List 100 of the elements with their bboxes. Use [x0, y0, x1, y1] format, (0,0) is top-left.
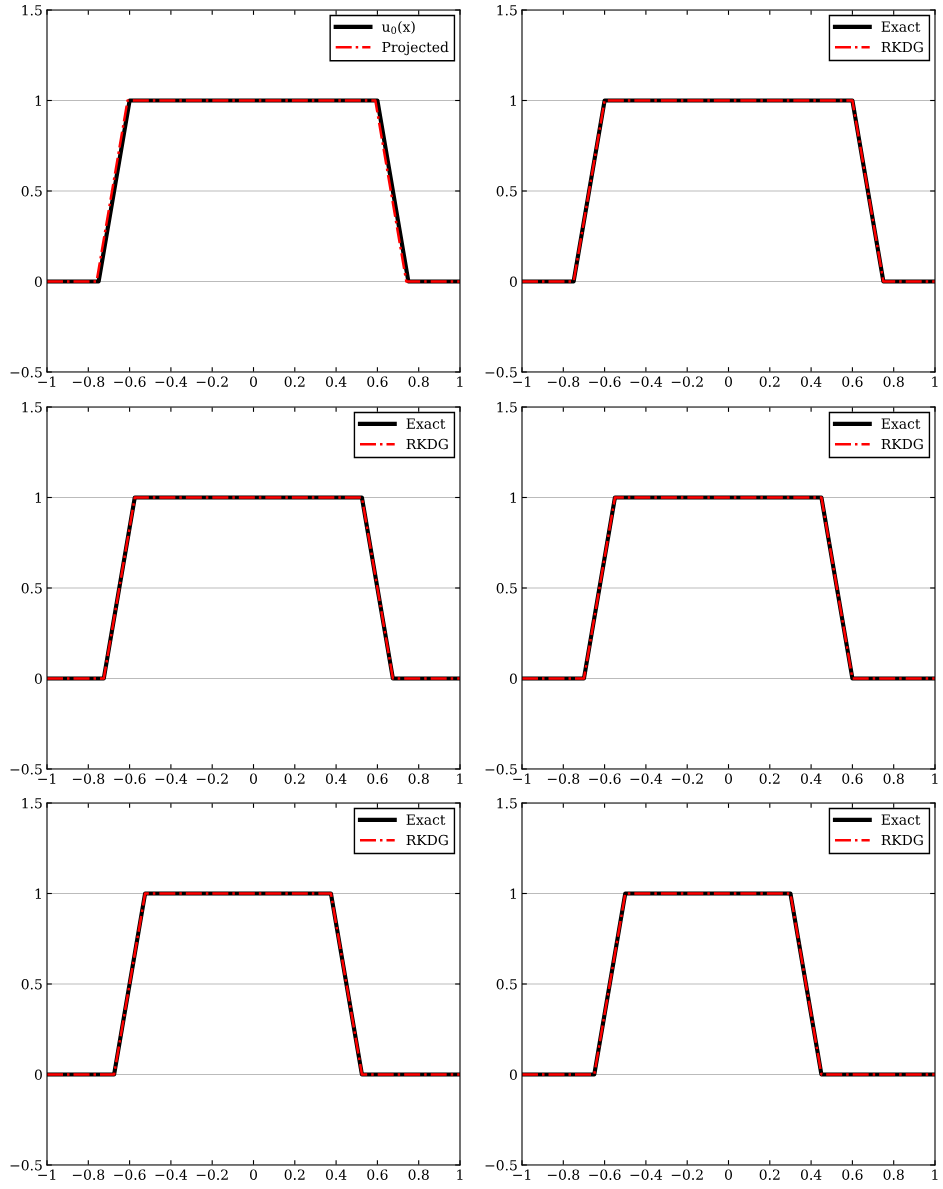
- y-tick-label: 1: [35, 888, 41, 899]
- legend-label: Exact: [406, 418, 446, 429]
- legend-label: Exact: [881, 21, 921, 32]
- x-tick-label: −1: [38, 1169, 56, 1180]
- x-tick-label: −0.6: [589, 773, 621, 784]
- x-tick-label: −0.8: [72, 376, 105, 387]
- y-tick-label: 0: [34, 276, 42, 287]
- y-tick-label: 0.5: [496, 185, 517, 197]
- x-tick-label: 1: [457, 773, 463, 784]
- x-tick-label: −1: [513, 773, 531, 784]
- y-tick-label: 0: [509, 276, 517, 287]
- x-tick-label: −0.8: [72, 773, 105, 784]
- x-tick-label: −0.4: [630, 773, 663, 784]
- y-tick-label: 0.5: [496, 978, 517, 990]
- x-tick-label: −0.8: [72, 1169, 105, 1180]
- x-tick-label: 1: [932, 1169, 938, 1180]
- x-tick-label: −0.8: [547, 1169, 580, 1180]
- x-tick-label: −0.6: [114, 376, 146, 387]
- legend-label: RKDG: [881, 834, 923, 846]
- x-tick-label: 0.8: [883, 376, 904, 387]
- y-tick-label: 1: [510, 492, 516, 503]
- x-tick-label: −0.6: [589, 376, 621, 387]
- y-tick-label: 1.5: [497, 4, 517, 16]
- x-tick-label: −0.6: [589, 1169, 621, 1180]
- y-tick-label: 1.5: [22, 797, 42, 809]
- legend-label: Exact: [881, 418, 921, 429]
- y-tick-label: −0.5: [485, 366, 517, 378]
- x-tick-label: 0: [725, 773, 732, 784]
- x-tick-label: −0.6: [114, 773, 146, 784]
- x-tick-label: −0.2: [196, 773, 228, 784]
- legend-label: RKDG: [881, 438, 923, 450]
- x-tick-label: 0.6: [367, 376, 388, 387]
- y-tick-label: −0.5: [10, 763, 42, 775]
- x-tick-label: −0.8: [547, 376, 580, 387]
- y-tick-label: 1.5: [22, 401, 42, 413]
- x-tick-label: −0.4: [630, 1169, 663, 1180]
- x-tick-label: 0.2: [759, 1169, 780, 1180]
- legend-label: Exact: [406, 814, 446, 825]
- y-tick-label: 1: [510, 888, 516, 899]
- legend-label: u$_{0}$(x): [381, 21, 415, 34]
- x-tick-label: 0.2: [284, 773, 305, 784]
- legend-label: Projected: [382, 41, 449, 56]
- y-tick-label: −0.5: [485, 1159, 517, 1171]
- x-tick-label: −1: [513, 1169, 531, 1180]
- x-tick-label: 0.6: [367, 1169, 388, 1180]
- x-tick-label: −0.2: [196, 1169, 228, 1180]
- x-tick-label: 0.2: [284, 1169, 305, 1180]
- x-tick-label: 0.6: [367, 773, 388, 784]
- x-tick-label: 0.8: [408, 773, 429, 784]
- x-tick-label: −0.2: [671, 1169, 703, 1180]
- x-tick-label: 0.8: [408, 1169, 429, 1180]
- y-tick-label: 1.5: [22, 4, 42, 16]
- x-tick-label: 0.4: [325, 773, 347, 784]
- legend-label: RKDG: [881, 41, 923, 53]
- y-tick-label: −0.5: [485, 763, 517, 775]
- x-tick-label: −0.2: [671, 376, 703, 387]
- x-tick-label: 0: [250, 376, 257, 387]
- legend-label: Exact: [881, 814, 921, 825]
- x-tick-label: 0.8: [408, 376, 429, 387]
- x-tick-label: −0.4: [155, 1169, 188, 1180]
- x-tick-label: −0.8: [547, 773, 580, 784]
- x-tick-label: −0.2: [671, 773, 703, 784]
- x-tick-label: −1: [513, 376, 531, 387]
- x-tick-label: 1: [932, 773, 938, 784]
- x-tick-label: 0.6: [842, 773, 863, 784]
- y-tick-label: 0: [34, 673, 42, 684]
- y-tick-label: 1.5: [497, 797, 517, 809]
- x-tick-label: 0.4: [800, 1169, 822, 1180]
- y-tick-label: −0.5: [10, 366, 42, 378]
- y-tick-label: 0.5: [21, 185, 42, 197]
- y-tick-label: 0: [509, 673, 517, 684]
- x-tick-label: 0.2: [759, 773, 780, 784]
- legend-label: RKDG: [406, 438, 448, 450]
- x-tick-label: 0.6: [842, 1169, 863, 1180]
- x-tick-label: 0.6: [842, 376, 863, 387]
- x-tick-label: 0: [250, 1169, 257, 1180]
- x-tick-label: 0.4: [325, 376, 347, 387]
- y-tick-label: 0: [509, 1069, 517, 1080]
- x-tick-label: −0.4: [155, 773, 188, 784]
- x-tick-label: 0.2: [759, 376, 780, 387]
- x-tick-label: 0.4: [800, 773, 822, 784]
- x-tick-label: −1: [38, 376, 56, 387]
- x-tick-label: −0.2: [196, 376, 228, 387]
- y-tick-label: −0.5: [10, 1159, 42, 1171]
- x-tick-label: −0.4: [630, 376, 663, 387]
- y-tick-label: 1.5: [497, 401, 517, 413]
- x-tick-label: 0: [725, 1169, 732, 1180]
- legend-label: RKDG: [406, 834, 448, 846]
- x-tick-label: 0.4: [325, 1169, 347, 1180]
- x-tick-label: 1: [932, 376, 938, 387]
- x-tick-label: 1: [457, 1169, 463, 1180]
- x-tick-label: 0: [725, 376, 732, 387]
- y-tick-label: 1: [35, 492, 41, 503]
- y-tick-label: 0.5: [496, 582, 517, 594]
- x-tick-label: 0: [250, 773, 257, 784]
- y-tick-label: 0.5: [21, 978, 42, 990]
- x-tick-label: 0.8: [883, 1169, 904, 1180]
- y-tick-label: 0.5: [21, 582, 42, 594]
- x-tick-label: 0.2: [284, 376, 305, 387]
- y-tick-label: 1: [35, 95, 41, 106]
